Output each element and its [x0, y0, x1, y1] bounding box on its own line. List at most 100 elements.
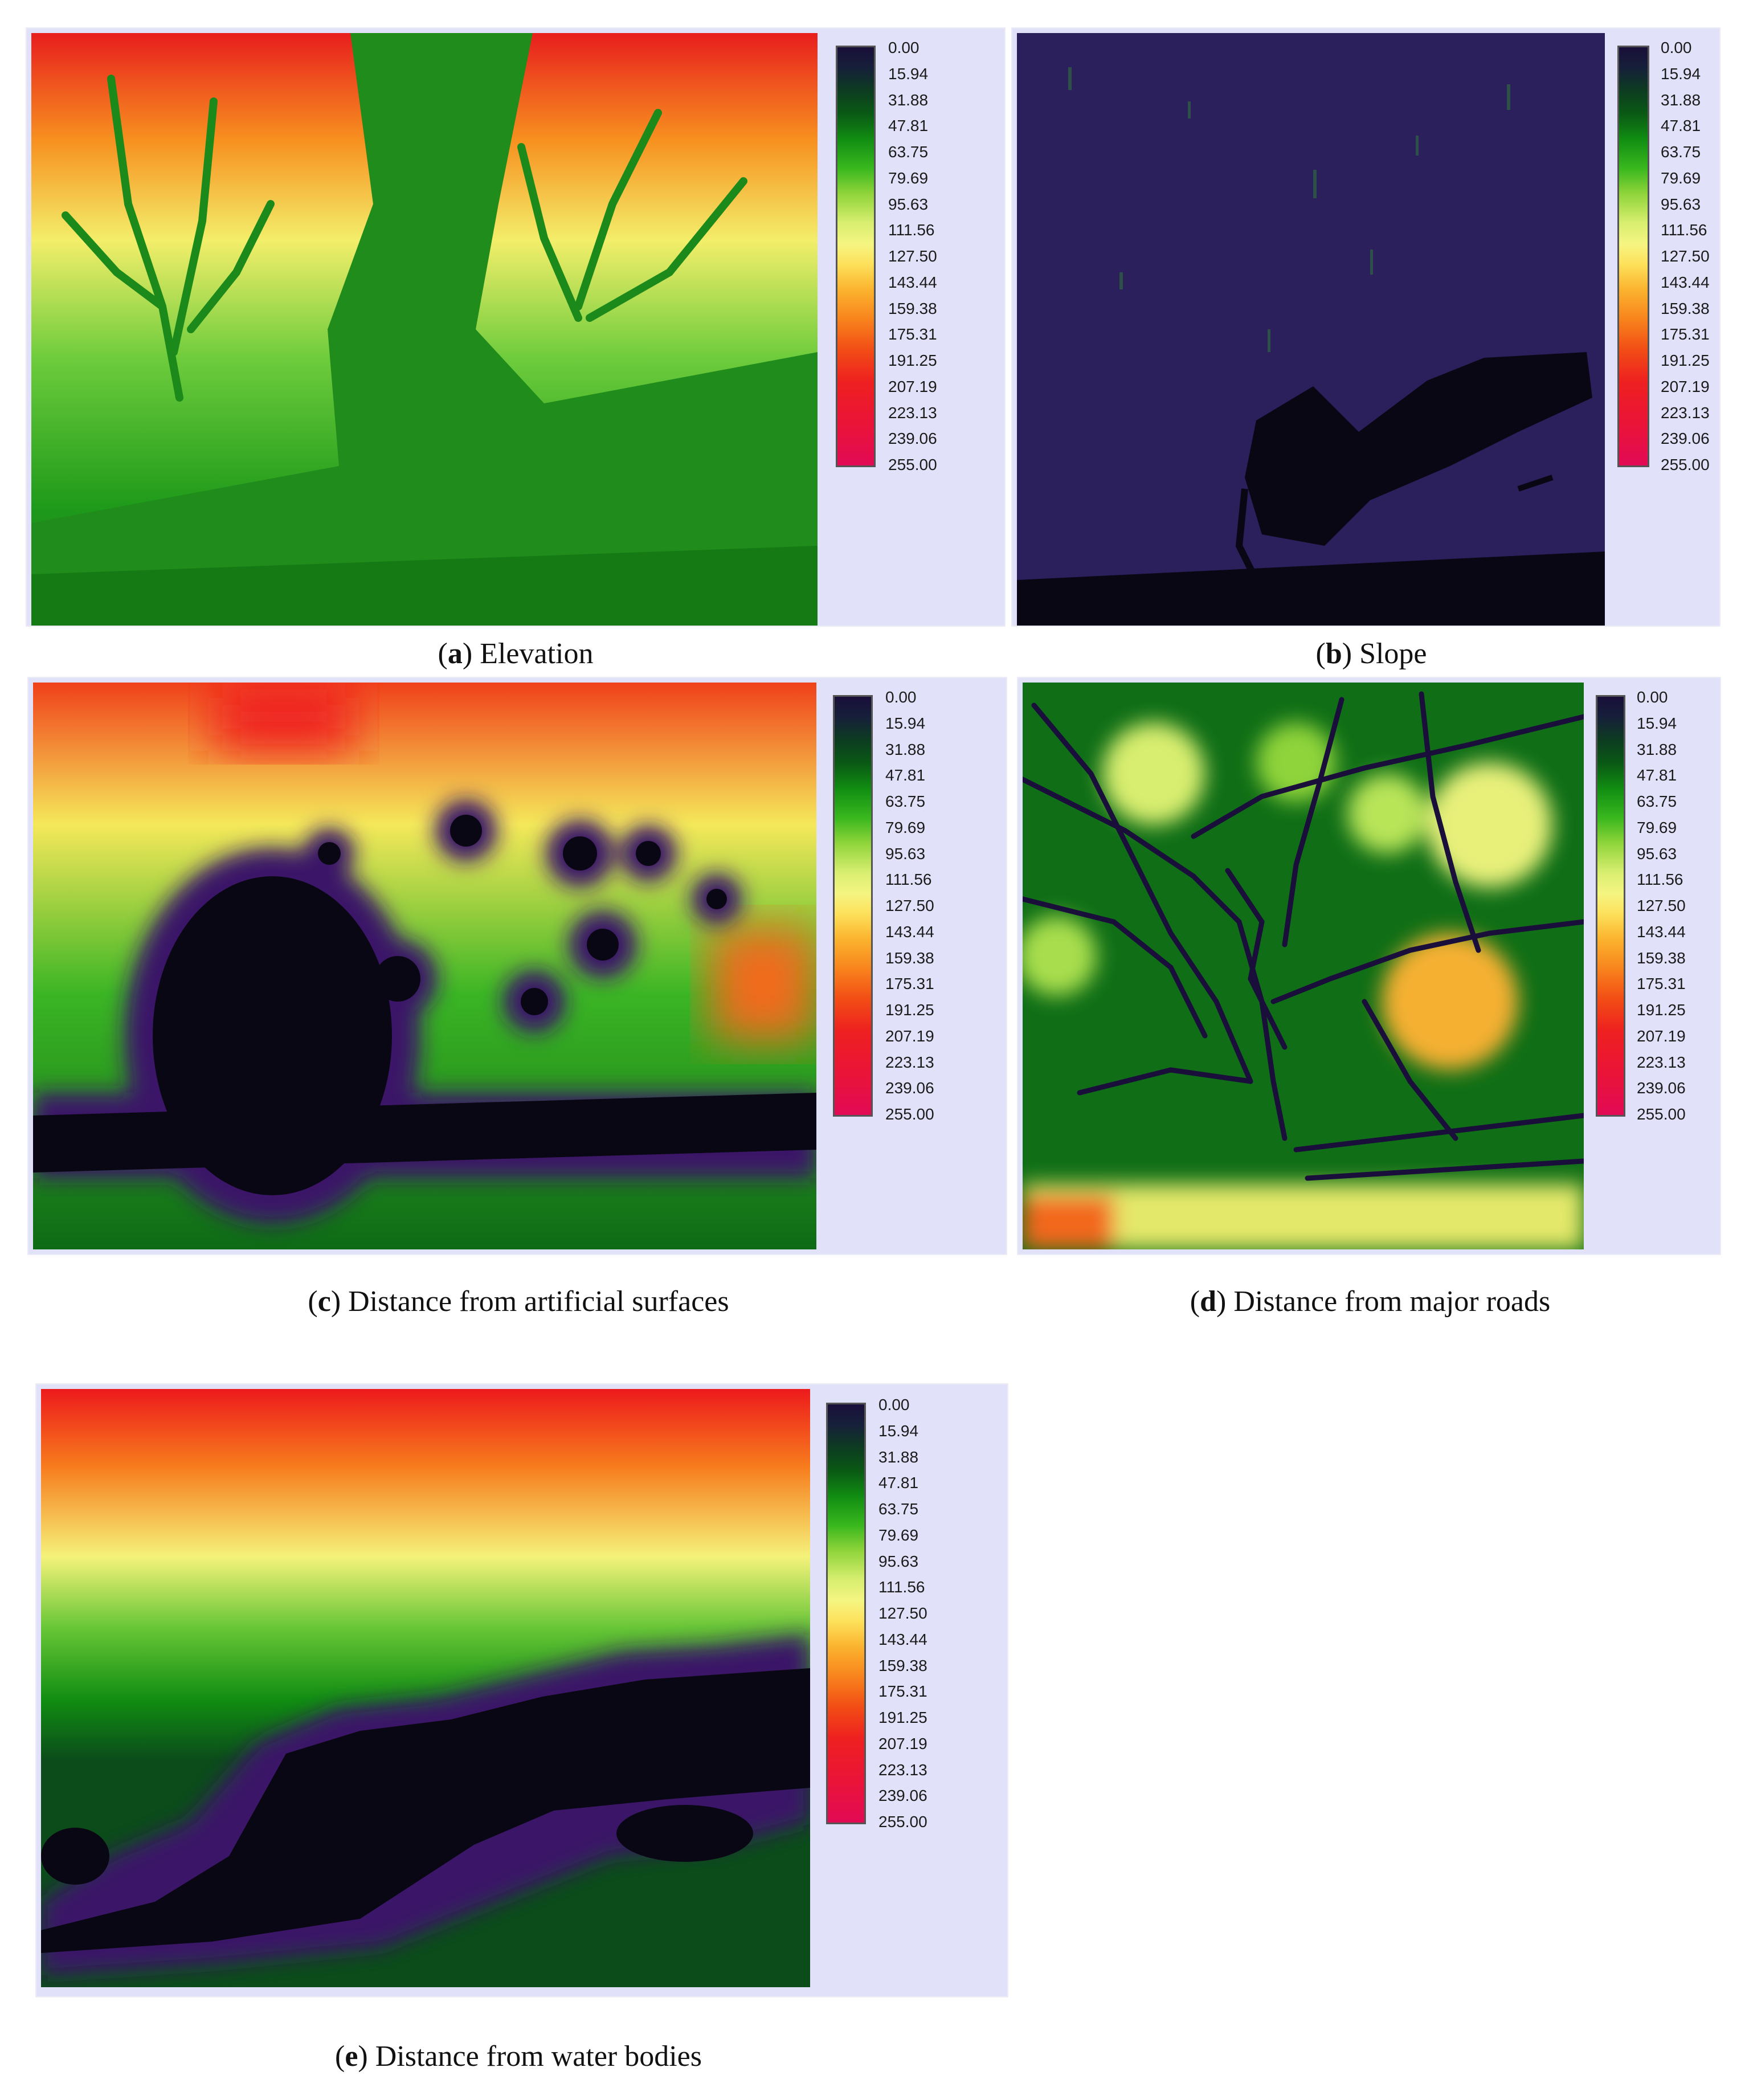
panel-distance-water: 0.00 15.94 31.88 47.81 63.75 79.69 95.63 111.56…	[35, 1383, 1008, 1997]
legend-tick-label: 31.88	[885, 740, 926, 758]
caption-text: Elevation	[480, 638, 594, 670]
legend-tick-label: 79.69	[1637, 818, 1677, 836]
caption-water: (e) Distance from water bodies	[335, 2040, 702, 2073]
caption-roads: (d) Distance from major roads	[1190, 1285, 1551, 1318]
legend-colorbar	[836, 46, 876, 467]
legend-tick-label: 159.38	[888, 299, 937, 317]
legend-tick-label: 191.25	[878, 1709, 927, 1726]
legend-tick-label: 239.06	[888, 430, 937, 448]
distance-roads-map	[1023, 683, 1584, 1249]
legend-tick-label: 175.31	[1661, 325, 1710, 344]
legend-roads: 0.00 15.94 31.88 47.81 63.75 79.69 95.63 111.56…	[1596, 689, 1710, 1122]
elevation-map	[31, 33, 818, 626]
caption-letter: d	[1200, 1285, 1216, 1318]
legend-tick-label: 159.38	[885, 949, 934, 967]
legend-tick-label: 111.56	[1637, 871, 1683, 889]
legend-tick-label: 0.00	[1661, 39, 1692, 56]
legend-tick-label: 127.50	[888, 247, 937, 265]
legend-water: 0.00 15.94 31.88 47.81 63.75 79.69 95.63 111.56…	[826, 1397, 997, 1830]
legend-tick-label: 207.19	[885, 1027, 934, 1045]
legend-tick-label: 15.94	[878, 1421, 919, 1440]
legend-tick-label: 159.38	[1661, 299, 1710, 317]
legend-tick-label: 63.75	[888, 143, 929, 161]
legend-tick-label: 175.31	[885, 975, 934, 993]
caption-slope: (b) Slope	[1315, 638, 1427, 670]
legend-tick-label: 223.13	[888, 403, 937, 422]
panel-slope: 0.00 15.94 31.88 47.81 63.75 79.69 95.63 111.56…	[1011, 27, 1721, 627]
legend-tick-label: 95.63	[878, 1552, 919, 1570]
legend-tick-label: 207.19	[1661, 377, 1710, 395]
caption-letter: e	[345, 2040, 358, 2073]
legend-tick-label: 191.25	[888, 352, 937, 369]
legend-colorbar	[1596, 695, 1625, 1117]
legend-elevation: 0.00 15.94 31.88 47.81 63.75 79.69 95.63 111.56…	[836, 40, 995, 473]
legend-tick-label: 127.50	[1637, 897, 1686, 914]
slope-map	[1017, 33, 1605, 626]
distance-water-map	[41, 1389, 810, 1987]
legend-tick-label: 191.25	[1637, 1001, 1686, 1019]
legend-tick-label: 239.06	[878, 1787, 927, 1805]
caption-letter: a	[447, 638, 463, 670]
legend-tick-label: 15.94	[1637, 714, 1677, 732]
legend-tick-label: 47.81	[885, 766, 926, 785]
legend-tick-label: 255.00	[1661, 456, 1710, 473]
legend-tick-label: 223.13	[885, 1053, 934, 1071]
legend-tick-labels: 0.00 15.94 31.88 47.81 63.75 79.69 95.63 111.56…	[1661, 40, 1720, 473]
legend-tick-label: 95.63	[888, 195, 929, 213]
legend-tick-label: 0.00	[885, 688, 917, 706]
legend-tick-label: 255.00	[1637, 1105, 1686, 1123]
legend-tick-labels: 0.00 15.94 31.88 47.81 63.75 79.69 95.63 111.56…	[878, 1397, 997, 1830]
legend-tick-label: 47.81	[1661, 117, 1701, 135]
legend-colorbar	[826, 1403, 866, 1824]
caption-text: Distance from major roads	[1233, 1285, 1551, 1318]
caption-text: Slope	[1359, 638, 1427, 670]
caption-elevation: (a) Elevation	[438, 638, 594, 670]
legend-tick-label: 159.38	[878, 1656, 927, 1674]
legend-tick-label: 223.13	[1661, 403, 1710, 422]
legend-tick-label: 79.69	[888, 169, 929, 187]
legend-tick-label: 143.44	[1661, 273, 1710, 291]
legend-tick-label: 79.69	[885, 818, 926, 836]
legend-tick-label: 111.56	[885, 871, 932, 889]
panel-distance-artificial: 0.00 15.94 31.88 47.81 63.75 79.69 95.63 111.56…	[27, 677, 1007, 1255]
legend-tick-label: 159.38	[1637, 949, 1686, 967]
panel-elevation: 0.00 15.94 31.88 47.81 63.75 79.69 95.63 111.56…	[26, 27, 1006, 627]
legend-tick-label: 63.75	[885, 792, 926, 810]
legend-tick-label: 95.63	[1637, 844, 1677, 863]
legend-tick-label: 15.94	[885, 714, 926, 732]
distance-artificial-map	[33, 683, 816, 1249]
legend-tick-label: 255.00	[888, 456, 937, 473]
legend-tick-label: 31.88	[1661, 91, 1701, 109]
legend-tick-label: 239.06	[885, 1079, 934, 1097]
legend-tick-label: 0.00	[878, 1396, 910, 1413]
legend-tick-label: 15.94	[888, 64, 929, 83]
caption-letter: c	[317, 1285, 331, 1318]
caption-letter: b	[1325, 638, 1342, 670]
legend-tick-label: 95.63	[1661, 195, 1701, 213]
legend-tick-label: 175.31	[888, 325, 937, 344]
legend-tick-label: 127.50	[878, 1604, 927, 1622]
legend-tick-labels: 0.00 15.94 31.88 47.81 63.75 79.69 95.63 111.56…	[1637, 689, 1710, 1122]
legend-tick-label: 111.56	[1661, 221, 1707, 239]
legend-tick-label: 143.44	[1637, 922, 1686, 941]
legend-tick-label: 127.50	[1661, 247, 1710, 265]
legend-tick-label: 31.88	[1637, 740, 1677, 758]
legend-tick-label: 207.19	[888, 377, 937, 395]
legend-tick-label: 223.13	[1637, 1053, 1686, 1071]
caption-text: Distance from artificial surfaces	[348, 1285, 729, 1318]
legend-tick-label: 15.94	[1661, 64, 1701, 83]
legend-tick-label: 143.44	[878, 1630, 927, 1648]
legend-tick-label: 111.56	[878, 1578, 925, 1596]
legend-artificial: 0.00 15.94 31.88 47.81 63.75 79.69 95.63 111.56…	[833, 689, 992, 1122]
legend-tick-label: 127.50	[885, 897, 934, 914]
legend-tick-label: 47.81	[888, 117, 929, 135]
legend-colorbar	[1617, 46, 1649, 467]
legend-tick-label: 191.25	[1661, 352, 1710, 369]
caption-artificial: (c) Distance from artificial surfaces	[308, 1285, 729, 1318]
legend-tick-label: 191.25	[885, 1001, 934, 1019]
legend-tick-label: 63.75	[1637, 792, 1677, 810]
legend-tick-labels: 0.00 15.94 31.88 47.81 63.75 79.69 95.63 111.56…	[885, 689, 992, 1122]
legend-tick-label: 143.44	[885, 922, 934, 941]
legend-tick-label: 31.88	[888, 91, 929, 109]
legend-tick-label: 95.63	[885, 844, 926, 863]
